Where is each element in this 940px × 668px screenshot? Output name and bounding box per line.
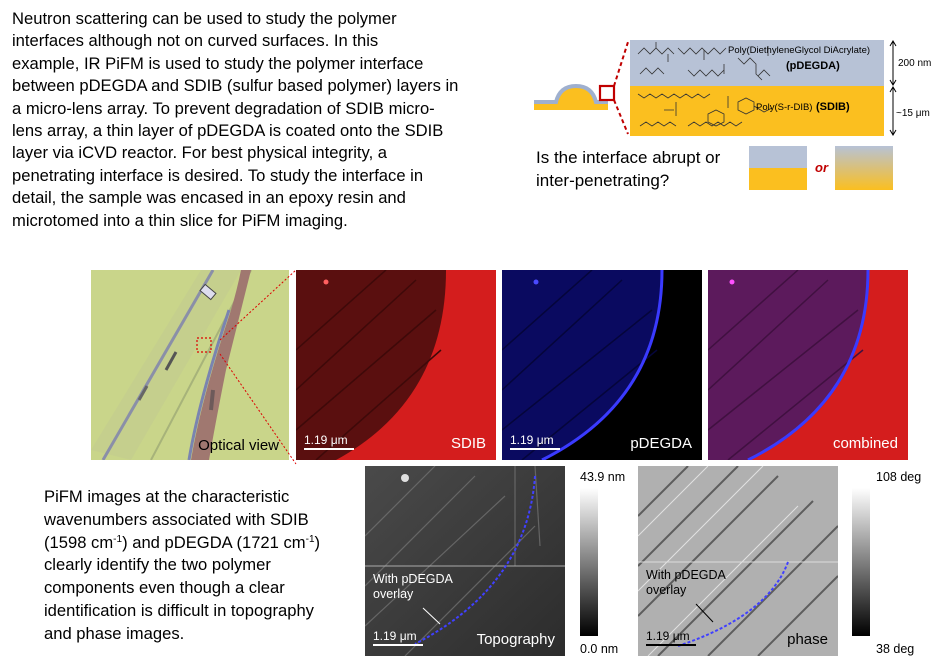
intro-paragraph: Neutron scattering can be used to study … [12, 8, 512, 232]
callout-line-bottom [613, 99, 629, 135]
microlens-coating [534, 83, 608, 104]
desc-line: components even though a clear [44, 578, 285, 598]
sdib-layer [630, 86, 884, 136]
topography-scale-text: 1.19 μm [373, 629, 417, 643]
pdegda-image [502, 270, 702, 460]
top-thickness: 200 nm [898, 58, 931, 69]
topography-overlay-note: With pDEGDA overlay [373, 572, 453, 601]
phase-max: 108 deg [876, 470, 922, 484]
callout-line-top [613, 41, 629, 87]
desc-line: clearly identify the two polymer [44, 555, 271, 575]
sdib-name: Poly(S-r-DIB) [756, 102, 812, 113]
pifm-description: PiFM images at the characteristic wavenu… [44, 486, 364, 646]
topography-panel: With pDEGDA overlay 1.19 μm Topography [365, 466, 565, 656]
pdegda-name: Poly(DiethyleneGlycol DiAcrylate) [728, 45, 870, 56]
sdib-molecule [637, 93, 773, 127]
sdib-abbr: (SDIB) [816, 101, 850, 113]
topography-min: 0.0 nm [580, 642, 619, 656]
intro-line: between pDEGDA and SDIB (sulfur based po… [12, 76, 459, 96]
pdegda-abbr: (pDEGDA) [786, 60, 840, 72]
optical-view-panel: Optical view [91, 270, 289, 460]
optical-view-label: Optical view [198, 437, 279, 454]
phase-panel: With pDEGDA overlay 1.19 μm phase [638, 466, 838, 656]
intro-line: layer via iCVD reactor. For best physica… [12, 143, 388, 163]
intro-line: lens array, a thin layer of pDEGDA is co… [12, 121, 444, 141]
sdib-panel: 1.19 μm SDIB [296, 270, 496, 460]
combined-image [708, 270, 908, 460]
topography-label: Topography [476, 631, 555, 648]
intro-line: example, IR PiFM is used to study the po… [12, 53, 424, 73]
question-line-1: Is the interface abrupt or [536, 148, 721, 167]
topography-scalebar: 1.19 μm [373, 629, 433, 646]
pdegda-layer [630, 40, 884, 86]
interface-question: Is the interface abrupt or inter-penetra… [536, 146, 746, 192]
optical-image [91, 270, 289, 460]
bottom-thickness: ~15 μm [896, 108, 930, 119]
layer-schematic: Poly(DiethyleneGlycol DiAcrylate) (pDEGD… [528, 30, 940, 145]
desc-line: identification is difficult in topograph… [44, 600, 314, 620]
pdegda-scale-text: 1.19 μm [510, 433, 554, 447]
phase-colorbar [852, 488, 870, 636]
sdib-image [296, 270, 496, 460]
phase-image [638, 466, 838, 656]
topography-image [365, 466, 565, 656]
phase-scalebar: 1.19 μm [646, 629, 706, 646]
intro-line: microtomed into a thin slice for PiFM im… [12, 210, 348, 230]
combined-panel: combined [708, 270, 908, 460]
intro-line: detail, the sample was encased in an epo… [12, 188, 406, 208]
pdegda-molecule [637, 42, 771, 81]
desc-line: wavenumbers associated with SDIB [44, 509, 309, 529]
or-label: or [815, 160, 828, 175]
combined-label: combined [832, 435, 898, 452]
intro-line: Neutron scattering can be used to study … [12, 9, 397, 28]
microlens-sdib [534, 86, 608, 110]
phase-overlay-note: With pDEGDA overlay [646, 568, 726, 597]
question-line-2: inter-penetrating? [536, 171, 670, 190]
topography-colorbar [580, 488, 598, 636]
sdib-scale-text: 1.19 μm [304, 433, 348, 447]
phase-label: phase [787, 631, 828, 648]
interpenetrating-swatch [835, 146, 893, 190]
pdegda-panel: 1.19 μm pDEGDA [502, 270, 702, 460]
desc-line: PiFM images at the characteristic [44, 487, 290, 506]
sdib-scalebar: 1.19 μm [304, 433, 364, 450]
intro-line: penetrating interface is desired. To stu… [12, 165, 424, 185]
pdegda-scalebar: 1.19 μm [510, 433, 570, 450]
sdib-label: SDIB [450, 435, 486, 452]
intro-line: a micro-lens array. To prevent degradati… [12, 98, 435, 118]
callout-box [598, 84, 616, 102]
desc-line-wavenumbers: (1598 cm-1) and pDEGDA (1721 cm-1) [44, 532, 321, 552]
desc-line: and phase images. [44, 623, 185, 643]
topography-max: 43.9 nm [580, 470, 626, 484]
schematic-svg: Poly(DiethyleneGlycol DiAcrylate) (pDEGD… [534, 40, 931, 136]
pdegda-label: pDEGDA [630, 435, 692, 452]
zoom-lines [219, 269, 297, 465]
phase-scale-text: 1.19 μm [646, 629, 690, 643]
phase-min: 38 deg [876, 642, 915, 656]
abrupt-swatch [749, 146, 807, 190]
thickness-arrows [889, 40, 897, 136]
intro-line: interfaces although not on curved surfac… [12, 31, 379, 51]
